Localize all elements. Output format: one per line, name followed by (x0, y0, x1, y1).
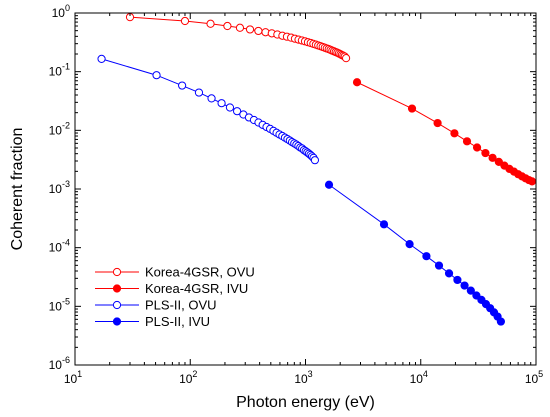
data-point (217, 99, 226, 108)
data-point (233, 107, 242, 116)
data-point (405, 240, 414, 249)
data-point (434, 261, 444, 270)
y-tick-label: 10-1 (49, 62, 70, 79)
data-point (472, 143, 482, 152)
data-point (152, 71, 161, 80)
legend-item: PLS-II, IVU (95, 314, 210, 329)
data-point (352, 78, 362, 87)
tick-base: 10 (294, 372, 308, 386)
data-point (422, 252, 431, 261)
tick-base: 10 (49, 358, 63, 372)
tick-base: 10 (49, 241, 63, 255)
tick-exponent: 0 (65, 3, 70, 13)
data-point (407, 104, 417, 113)
data-point (180, 16, 190, 26)
legend-marker (112, 267, 122, 277)
legend-label: PLS-II, IVU (145, 314, 210, 329)
tick-exponent: -6 (62, 355, 70, 365)
data-point (341, 54, 351, 63)
data-point (444, 269, 454, 278)
y-tick-label: 10-4 (49, 238, 70, 255)
legend-item: Korea-4GSR, OVU (95, 265, 255, 280)
tick-exponent: 4 (423, 369, 428, 379)
y-tick-label: 10-6 (49, 355, 70, 372)
legend-label: Korea-4GSR, IVU (145, 281, 248, 296)
legend-marker (112, 284, 122, 293)
data-point (450, 129, 459, 138)
legend-item: PLS-II, OVU (95, 298, 217, 313)
y-tick-label: 100 (52, 3, 70, 20)
legend-marker (112, 317, 122, 326)
tick-base: 10 (49, 123, 63, 137)
legend-label: Korea-4GSR, OVU (145, 265, 255, 280)
data-point (527, 177, 537, 186)
legend-marker (112, 300, 122, 310)
tick-base: 10 (52, 6, 66, 20)
y-tick-label: 10-2 (49, 120, 70, 137)
tick-base: 10 (49, 65, 63, 79)
data-point (494, 157, 503, 166)
tick-exponent: -4 (62, 238, 70, 248)
tick-exponent: -5 (62, 296, 70, 306)
data-point (254, 26, 263, 36)
data-point (207, 94, 216, 103)
y-tick-label: 10-5 (49, 296, 70, 313)
tick-base: 10 (49, 182, 63, 196)
x-tick-label: 101 (64, 369, 82, 386)
tick-exponent: -2 (62, 120, 70, 130)
axis-ticks-group: 101 102 103 104 10510-610-510-410-310-210-11… (49, 3, 544, 386)
tick-exponent: 5 (538, 369, 543, 379)
series-line (328, 184, 502, 322)
data-point (225, 103, 235, 112)
tick-base: 10 (410, 372, 424, 386)
y-tick-label: 10-3 (49, 179, 70, 196)
tick-base: 10 (525, 372, 539, 386)
tick-base: 10 (49, 299, 63, 313)
data-point (310, 156, 320, 165)
tick-exponent: 3 (308, 369, 313, 379)
y-axis-label: Coherent fraction (9, 128, 26, 251)
tick-exponent: 2 (192, 369, 197, 379)
x-axis-label: Photon energy (eV) (236, 394, 375, 411)
data-point (235, 23, 245, 32)
tick-base: 10 (179, 372, 193, 386)
x-tick-label: 104 (410, 369, 428, 386)
x-tick-label: 103 (294, 369, 312, 386)
data-point (481, 148, 490, 158)
tick-exponent: -1 (62, 62, 70, 72)
data-point (462, 137, 472, 146)
data-point (245, 25, 255, 34)
x-tick-label: 105 (525, 369, 543, 386)
data-point (488, 153, 497, 162)
data-point (466, 286, 475, 295)
tick-exponent: -3 (62, 179, 70, 189)
legend-item: Korea-4GSR, IVU (95, 281, 248, 296)
tick-base: 10 (64, 372, 78, 386)
x-tick-label: 102 (179, 369, 197, 386)
plot-series-group (97, 13, 537, 326)
data-point (178, 81, 187, 90)
data-point (206, 19, 215, 28)
series-1 (352, 78, 537, 186)
data-point (324, 180, 334, 189)
series-line (101, 58, 316, 161)
series-0 (125, 13, 351, 63)
data-point (379, 220, 389, 229)
series-line (129, 16, 347, 59)
data-point (453, 275, 462, 285)
data-point (460, 281, 469, 290)
series-3 (324, 180, 505, 326)
legend-label: PLS-II, OVU (145, 298, 217, 313)
data-point (496, 317, 505, 326)
data-point (433, 118, 442, 128)
data-point (223, 21, 232, 31)
data-point (97, 54, 106, 64)
data-point (194, 88, 204, 97)
series-2 (97, 54, 320, 165)
tick-exponent: 1 (77, 369, 82, 379)
